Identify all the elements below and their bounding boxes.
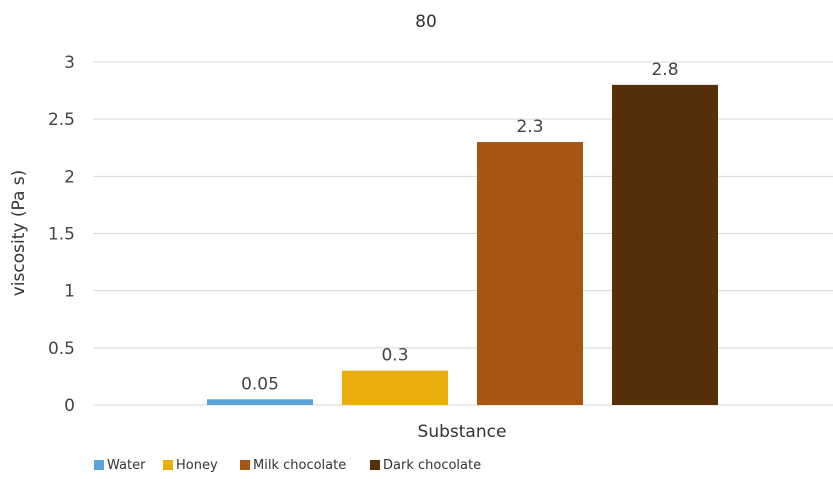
y-tick-label: 1.5 — [48, 225, 75, 245]
legend-swatch — [94, 460, 104, 470]
legend-label: Milk chocolate — [253, 458, 346, 473]
y-tick-label: 3 — [64, 53, 75, 73]
bar — [207, 399, 313, 405]
y-tick-label: 1 — [64, 282, 75, 302]
y-tick-label: 2.5 — [48, 110, 75, 130]
y-axis-ticks: 0 0.5 1 1.5 2 2.5 3 — [48, 53, 75, 416]
legend-swatch — [240, 460, 250, 470]
bars — [207, 84, 718, 406]
chart-title: 80 — [415, 12, 437, 32]
x-axis-title: Substance — [418, 422, 507, 442]
legend-label: Water — [107, 458, 146, 473]
legend-swatch — [163, 460, 173, 470]
y-tick-label: 2 — [64, 167, 75, 187]
bar — [342, 370, 448, 405]
data-label: 2.3 — [516, 117, 543, 137]
bar — [477, 142, 583, 406]
legend: Water Honey Milk chocolate Dark chocolate — [94, 458, 481, 473]
legend-swatch — [370, 460, 380, 470]
y-tick-label: 0 — [64, 396, 75, 416]
data-label: 0.3 — [381, 346, 408, 366]
legend-label: Honey — [176, 458, 218, 473]
y-tick-label: 0.5 — [48, 339, 75, 359]
data-labels: 0.05 0.3 2.3 2.8 — [241, 60, 678, 394]
gridlines — [93, 61, 833, 406]
data-label: 2.8 — [651, 60, 678, 80]
legend-label: Dark chocolate — [383, 458, 481, 473]
bar — [612, 84, 718, 405]
y-axis-title: viscosity (Pa s) — [9, 170, 29, 297]
data-label: 0.05 — [241, 374, 279, 394]
